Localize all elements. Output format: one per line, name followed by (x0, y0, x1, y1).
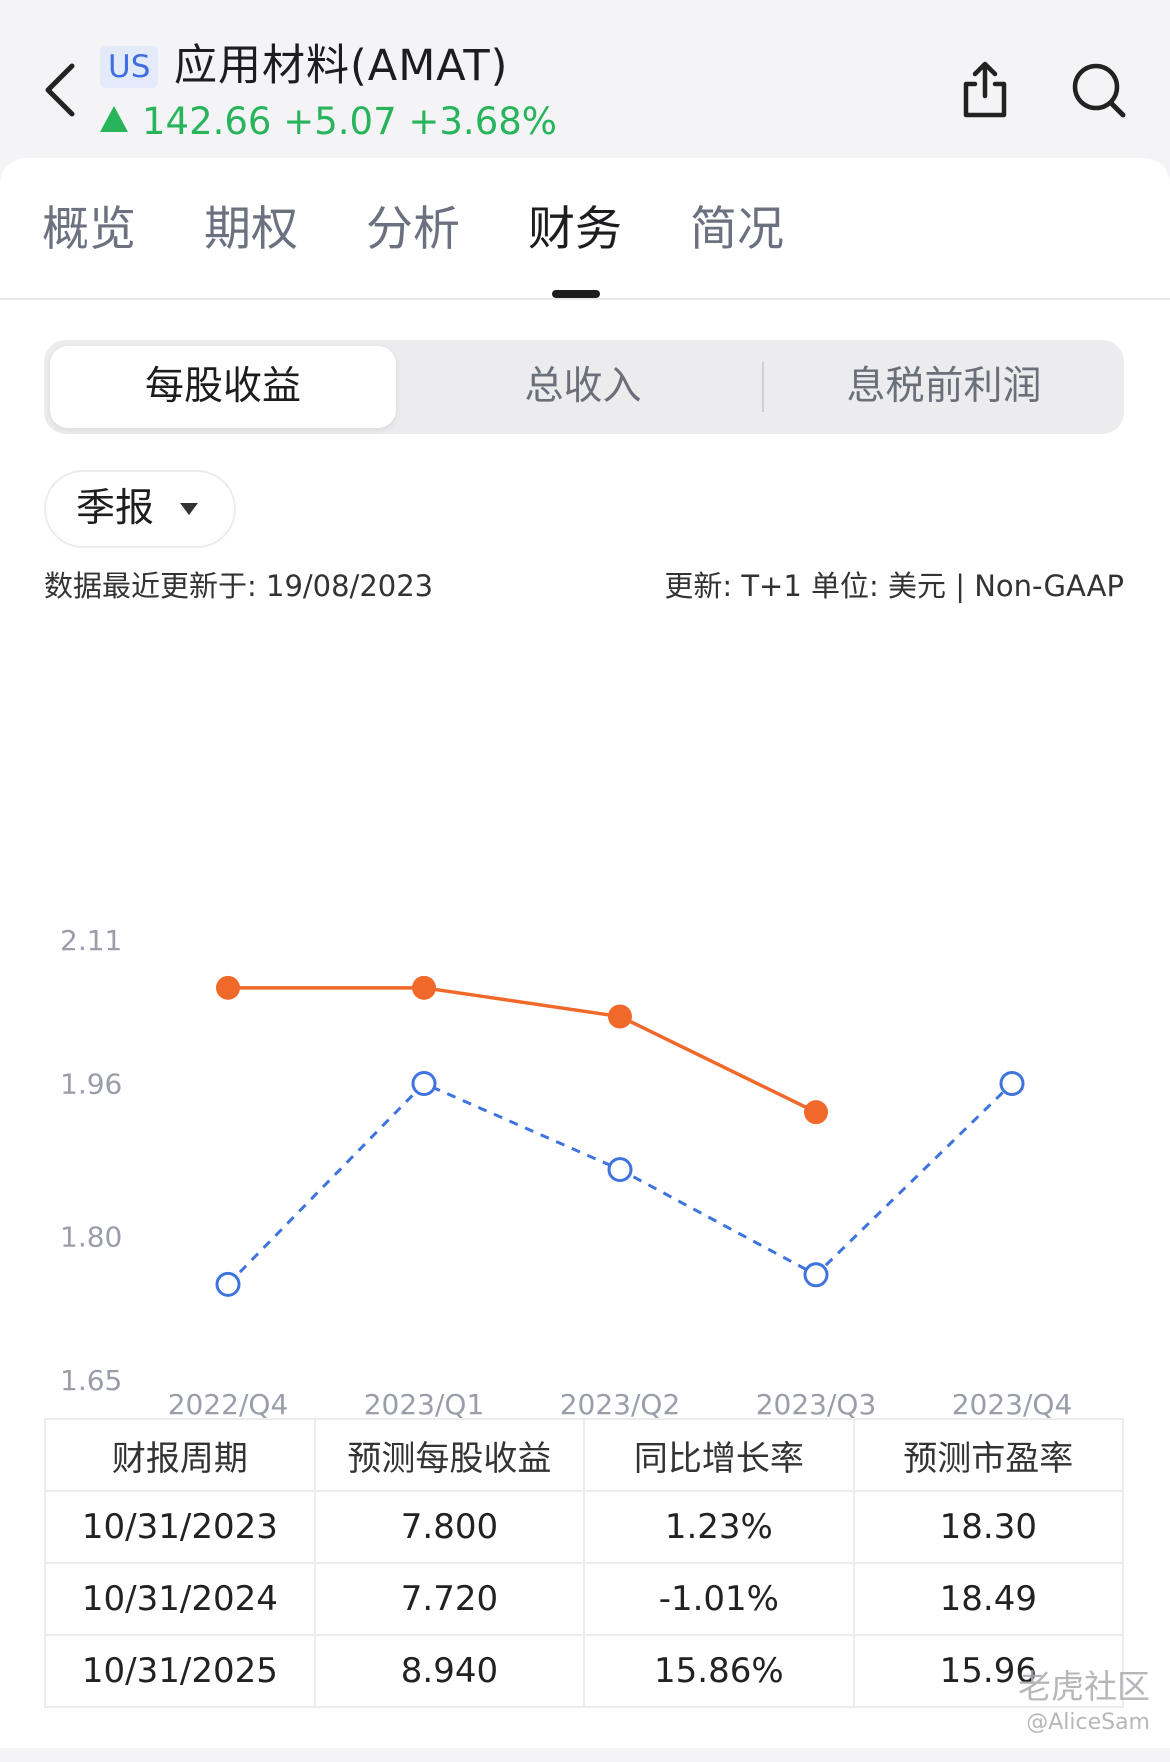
active-tab-indicator (552, 290, 600, 298)
stock-header: US 应用材料(AMAT) 142.66 +5.07 +3.68% (0, 0, 1170, 160)
eps-chart: 2.11 1.96 1.80 1.65 2022/Q4 2023/Q1 2023/Q2 202… (0, 718, 1170, 1458)
table-cell: 7.800 (313, 1490, 586, 1564)
segment-divider (762, 362, 764, 412)
data-point-estimate (411, 1070, 437, 1096)
table-cell: 15.96 (852, 1634, 1125, 1708)
tab-overview[interactable]: 概览 (42, 202, 136, 257)
table-header-cell: 预测市盈率 (852, 1418, 1125, 1492)
share-icon[interactable] (958, 60, 1012, 120)
data-unit-info: 更新: T+1 单位: 美元 | Non-GAAP (664, 569, 1124, 603)
data-updated-date: 数据最近更新于: 19/08/2023 (44, 569, 434, 603)
tab-options[interactable]: 期权 (204, 202, 298, 257)
data-point-actual (412, 975, 436, 1000)
main-tabs: 概览 期权 分析 财务 简况 (0, 158, 1170, 300)
table-header-cell: 财报周期 (44, 1418, 316, 1492)
back-arrow-icon[interactable] (38, 58, 82, 122)
table-cell: 7.720 (313, 1562, 586, 1636)
watermark-user: @AliceSam (1026, 1710, 1150, 1735)
table-cell: 1.23% (583, 1490, 855, 1564)
data-point-estimate (803, 1262, 829, 1288)
price-up-icon (100, 106, 128, 132)
table-cell: 10/31/2023 (44, 1490, 316, 1564)
price-change: +5.07 (283, 100, 397, 143)
period-dropdown[interactable]: 季报 (44, 470, 236, 548)
table-header-cell: 同比增长率 (583, 1418, 855, 1492)
table-cell: 10/31/2024 (44, 1562, 316, 1636)
watermark-logo: 老虎社区 (1018, 1667, 1150, 1706)
caret-down-icon (180, 503, 198, 515)
x-tick-label: 2022/Q4 (168, 1388, 289, 1421)
table-cell: 15.86% (583, 1634, 855, 1708)
table-cell: 18.30 (852, 1490, 1125, 1564)
table-cell: 8.940 (313, 1634, 586, 1708)
table-cell: 10/31/2025 (44, 1634, 316, 1708)
data-point-actual (608, 1004, 632, 1029)
segment-revenue[interactable]: 总收入 (524, 364, 642, 409)
y-tick-label: 1.80 (60, 1221, 122, 1254)
table-header-cell: 预测每股收益 (313, 1418, 586, 1492)
segment-eps[interactable]: 每股收益 (50, 346, 396, 428)
y-tick-label: 1.65 (60, 1364, 122, 1397)
data-point-estimate (215, 1271, 241, 1297)
price-change-percent: +3.68% (408, 100, 557, 143)
data-point-actual (804, 1100, 828, 1125)
table-row: 10/31/2023 7.800 1.23% 18.30 (44, 1490, 1125, 1564)
data-point-actual (216, 975, 240, 1000)
table-row: 10/31/2024 7.720 -1.01% 18.49 (44, 1562, 1125, 1636)
x-tick-label: 2023/Q2 (560, 1388, 681, 1421)
x-tick-label: 2023/Q1 (364, 1388, 485, 1421)
tab-financials[interactable]: 财务 (528, 202, 622, 257)
table-cell: 18.49 (852, 1562, 1125, 1636)
data-point-estimate (999, 1070, 1025, 1096)
series-line-actual (228, 986, 817, 1114)
series-line-estimate (226, 1081, 1014, 1286)
search-icon[interactable] (1070, 60, 1128, 120)
data-point-estimate (607, 1157, 633, 1183)
table-header-row: 财报周期 预测每股收益 同比增长率 预测市盈率 (44, 1418, 1125, 1492)
stock-price: 142.66 (142, 100, 272, 143)
stock-quote: 142.66 +5.07 +3.68% (100, 96, 557, 148)
stock-title: 应用材料(AMAT) (174, 41, 509, 91)
x-tick-label: 2023/Q3 (756, 1388, 877, 1421)
content-card: 概览 期权 分析 财务 简况 每股收益 总收入 息税前利润 季报 数据最近更新于… (0, 158, 1170, 1748)
table-row: 10/31/2025 8.940 15.86% 15.96 (44, 1634, 1125, 1708)
market-badge: US (100, 46, 159, 88)
table-cell: -1.01% (583, 1562, 855, 1636)
tab-analysis[interactable]: 分析 (366, 202, 460, 257)
watermark: 老虎社区 @AliceSam (1018, 1666, 1150, 1738)
eps-line-chart: 2.11 1.96 1.80 1.65 2022/Q4 2023/Q1 2023/Q2 202… (60, 924, 1073, 1421)
tab-profile[interactable]: 简况 (690, 202, 784, 257)
metric-segmented-control: 每股收益 总收入 息税前利润 (44, 340, 1124, 434)
y-tick-label: 1.96 (60, 1067, 122, 1100)
period-label: 季报 (76, 486, 155, 531)
segment-ebit[interactable]: 息税前利润 (846, 364, 1042, 409)
y-tick-label: 2.11 (60, 924, 122, 957)
x-tick-label: 2023/Q4 (952, 1388, 1073, 1421)
eps-forecast-table: 财报周期 预测每股收益 同比增长率 预测市盈率 10/31/2023 7.800… (44, 1418, 1125, 1708)
